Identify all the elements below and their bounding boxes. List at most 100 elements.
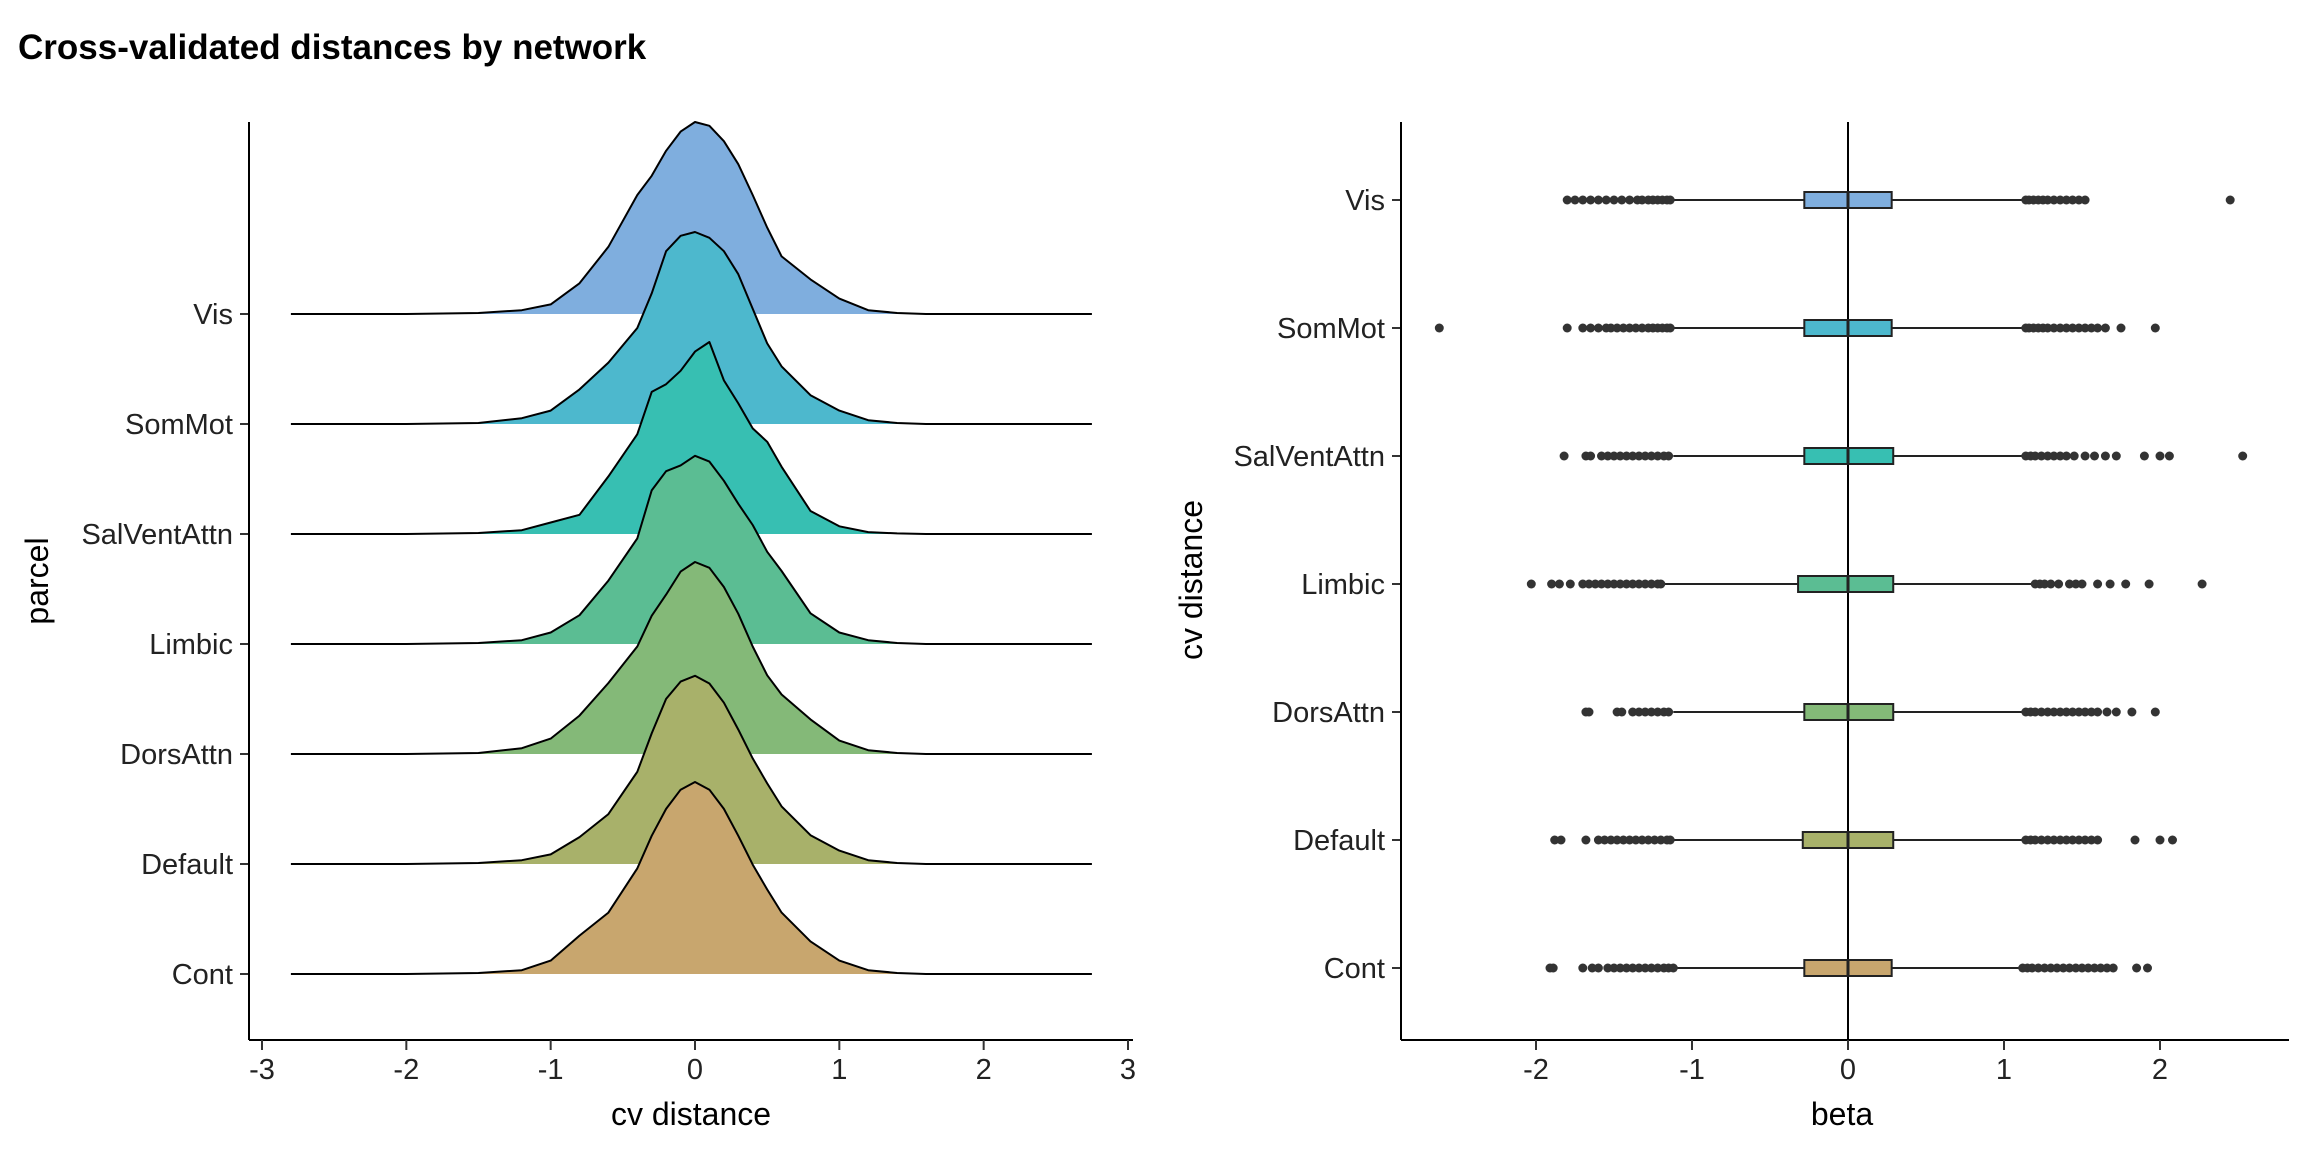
outlier-point-default: [1665, 835, 1675, 845]
outlier-point-limbic: [1634, 579, 1644, 589]
outlier-point-default: [1625, 835, 1635, 845]
y-tick-label-salventattn: SalVentAttn: [1233, 441, 1385, 473]
outlier-point-default: [2061, 835, 2071, 845]
x-tick-label: -1: [538, 1054, 564, 1086]
x-tick-label: -3: [249, 1054, 275, 1086]
box-limbic: [1797, 575, 1895, 593]
y-axis-title: cv distance: [1173, 500, 1209, 660]
outlier-point-dorsattn: [1664, 707, 1674, 717]
outlier-point-sommot: [2055, 323, 2065, 333]
ridge-outline-salventattn: [290, 341, 1092, 535]
x-axis-title: beta: [1811, 1096, 1873, 1132]
outlier-point-default: [1631, 835, 1641, 845]
x-tick-label: -1: [1679, 1054, 1705, 1086]
outlier-point-dorsattn: [1646, 707, 1656, 717]
outlier-point-salventattn: [1653, 451, 1663, 461]
outlier-point-sommot: [1631, 323, 1641, 333]
outlier-point-salventattn: [2164, 451, 2174, 461]
chart-title: Cross-validated distances by network: [18, 28, 647, 67]
outlier-point-sommot: [2074, 323, 2084, 333]
outlier-point-vis: [1601, 195, 1611, 205]
outlier-point-default: [2093, 835, 2103, 845]
outlier-point-salventattn: [2090, 451, 2099, 461]
outlier-point-limbic: [1628, 579, 1638, 589]
y-tick-label-dorsattn: DorsAttn: [120, 739, 233, 771]
ridge-fill-salventattn: [290, 342, 1092, 534]
outlier-point-limbic: [1603, 579, 1613, 589]
outlier-point-vis: [1562, 195, 1572, 205]
outlier-point-default: [2130, 835, 2140, 845]
outlier-point-salventattn: [1622, 451, 1631, 461]
y-tick-label-cont: Cont: [172, 959, 233, 991]
outlier-point-default: [1550, 835, 1560, 845]
outlier-point-limbic: [1590, 579, 1600, 589]
outlier-point-default: [2068, 835, 2078, 845]
outlier-point-salventattn: [1609, 451, 1619, 461]
outlier-point-limbic: [2054, 579, 2064, 589]
outlier-point-default: [1606, 835, 1616, 845]
outlier-point-vis: [1625, 195, 1635, 205]
outlier-point-limbic: [2065, 579, 2074, 589]
outlier-point-cont: [2033, 963, 2043, 973]
outlier-point-sommot: [2043, 323, 2053, 333]
outlier-point-cont: [2040, 963, 2050, 973]
y-tick-label-limbic: Limbic: [149, 629, 233, 661]
outlier-point-dorsattn: [2080, 707, 2090, 717]
outlier-point-sommot: [2150, 323, 2160, 333]
y-tick-label-vis: Vis: [193, 299, 233, 331]
outlier-point-limbic: [2093, 579, 2103, 589]
outlier-point-dorsattn: [2111, 707, 2121, 717]
outlier-point-default: [1593, 835, 1603, 845]
outlier-point-dorsattn: [2055, 707, 2065, 717]
outlier-point-cont: [2102, 963, 2112, 973]
outlier-point-sommot: [1612, 323, 1622, 333]
outlier-point-limbic: [1547, 579, 1557, 589]
ridge-fill-vis: [290, 122, 1092, 314]
outlier-point-salventattn: [1615, 451, 1625, 461]
outlier-point-sommot: [2086, 323, 2096, 333]
outlier-point-default: [2080, 835, 2090, 845]
outlier-point-limbic: [2046, 579, 2056, 589]
outlier-point-salventattn: [2080, 451, 2090, 461]
outlier-point-default: [2036, 835, 2046, 845]
outlier-point-cont: [1668, 963, 1678, 973]
outlier-point-limbic: [2105, 579, 2115, 589]
outlier-point-salventattn: [1634, 451, 1644, 461]
y-tick-label-default: Default: [141, 849, 233, 881]
outlier-point-cont: [2132, 963, 2142, 973]
outlier-point-salventattn: [2238, 451, 2248, 461]
outlier-point-default: [1650, 835, 1660, 845]
outlier-point-sommot: [1665, 323, 1675, 333]
outlier-point-sommot: [1593, 323, 1603, 333]
outlier-point-vis: [1570, 195, 1580, 205]
x-tick-label: 0: [687, 1054, 703, 1086]
outlier-point-salventattn: [2043, 451, 2053, 461]
outlier-point-limbic: [1554, 579, 1564, 589]
outlier-point-vis: [1586, 195, 1596, 205]
outlier-point-sommot: [1434, 323, 1444, 333]
outlier-point-cont: [1653, 963, 1663, 973]
ridge-outline-dorsattn: [290, 561, 1092, 755]
outlier-point-dorsattn: [2036, 707, 2046, 717]
ridgeline-panel: Vis SomMot SalVentAttn Limbic DorsAttn Defaul…: [19, 121, 1136, 1132]
y-tick-label-limbic: Limbic: [1301, 569, 1385, 601]
outlier-point-sommot: [2080, 323, 2090, 333]
outlier-point-limbic: [1640, 579, 1650, 589]
outlier-point-limbic: [2071, 579, 2081, 589]
outlier-point-salventattn: [2100, 451, 2110, 461]
outlier-point-limbic: [1609, 579, 1619, 589]
outlier-point-default: [2168, 835, 2177, 845]
ridge-fill-default: [290, 675, 1092, 864]
outlier-point-limbic: [2121, 579, 2131, 589]
outlier-point-dorsattn: [1628, 707, 1638, 717]
outlier-point-sommot: [2100, 323, 2110, 333]
outlier-point-vis: [2061, 195, 2071, 205]
outlier-point-sommot: [1637, 323, 1647, 333]
outlier-point-cont: [2071, 963, 2081, 973]
outlier-point-dorsattn: [2093, 707, 2103, 717]
outlier-point-default: [2055, 835, 2065, 845]
outlier-point-default: [1581, 835, 1591, 845]
outlier-point-cont: [1603, 963, 1613, 973]
outlier-point-dorsattn: [2074, 707, 2084, 717]
outlier-point-cont: [2046, 963, 2056, 973]
